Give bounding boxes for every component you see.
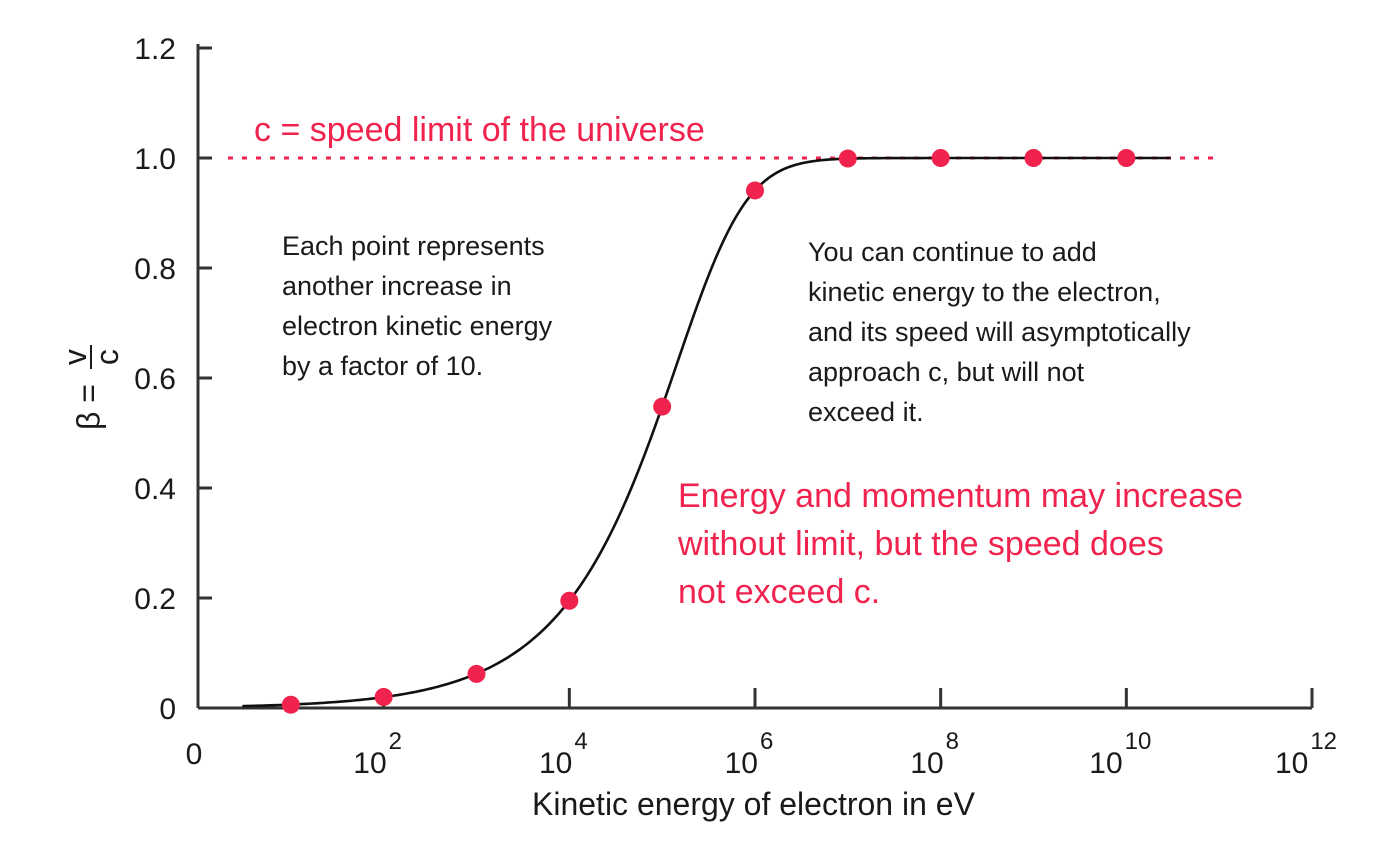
curve-group [242, 156, 1171, 708]
points-note-line: electron kinetic energy [282, 311, 553, 341]
data-point [281, 695, 300, 714]
energy-note-line: Energy and momentum may increase [678, 477, 1244, 515]
data-points [281, 149, 1136, 714]
y-tick-label: 1.0 [134, 143, 176, 176]
axes [196, 44, 1314, 710]
x-tick-label: 1012 [1275, 728, 1337, 780]
data-point [746, 181, 764, 200]
y-axis-label-prefix: β = [70, 384, 107, 430]
y-tick-label: 0.6 [134, 363, 176, 396]
data-point [1117, 149, 1136, 167]
data-point [467, 664, 486, 683]
asymptote-note-line: exceed it. [808, 397, 924, 427]
x-tick-label: 0 [186, 738, 203, 771]
x-tick-exponent: 12 [1310, 728, 1337, 755]
y-axis-label-fraction: v c [57, 345, 125, 370]
asymptote-note-line: You can continue to add [808, 237, 1097, 267]
x-tick-exponent: 2 [389, 728, 402, 755]
x-tick-exponent: 4 [574, 728, 587, 755]
y-tick-label: 0.8 [134, 253, 176, 286]
points-note: Each point represents another increase i… [282, 226, 552, 386]
points-note-line: another increase in [282, 271, 512, 301]
speed-limit-label: c = speed limit of the universe [254, 111, 705, 149]
x-tick-exponent: 6 [760, 728, 773, 755]
data-point [374, 688, 393, 706]
asymptote-note: You can continue to add kinetic energy t… [808, 232, 1191, 432]
data-point [1024, 149, 1043, 167]
energy-note: Energy and momentum may increase without… [678, 472, 1243, 616]
asymptote-note-line: approach c, but will not [808, 357, 1085, 387]
data-point [838, 149, 857, 168]
speed-curve [242, 156, 1171, 708]
x-tick-label: 108 [910, 728, 959, 780]
x-tick-label: 104 [539, 728, 588, 780]
data-point [560, 591, 579, 610]
y-tick-label: 0.4 [134, 473, 176, 506]
x-tick-label: 1010 [1089, 728, 1151, 780]
points-note-line: by a factor of 10. [282, 351, 484, 381]
y-axis-label-denominator: c [89, 349, 125, 366]
x-tick-exponent: 10 [1125, 728, 1152, 755]
y-tick-label: 0 [159, 693, 176, 726]
y-tick-label: 1.2 [134, 33, 176, 66]
data-point [653, 397, 672, 416]
asymptote-note-line: and its speed will asymptotically [808, 317, 1191, 347]
y-axis-label: β = v c [57, 345, 125, 430]
data-point [931, 149, 950, 167]
asymptote-note-line: kinetic energy to the electron, [808, 277, 1161, 307]
points-note-line: Each point represents [282, 231, 545, 261]
x-tick-label: 106 [725, 728, 774, 780]
x-tick-label: 102 [353, 728, 402, 780]
energy-note-line: without limit, but the speed does [678, 525, 1164, 563]
x-tick-exponent: 8 [946, 728, 959, 755]
y-tick-label: 0.2 [134, 583, 176, 616]
y-axis-label-numerator: v [57, 345, 93, 370]
x-axis-label: Kinetic energy of electron in eV [532, 786, 975, 822]
energy-note-line: not exceed c. [678, 573, 881, 611]
